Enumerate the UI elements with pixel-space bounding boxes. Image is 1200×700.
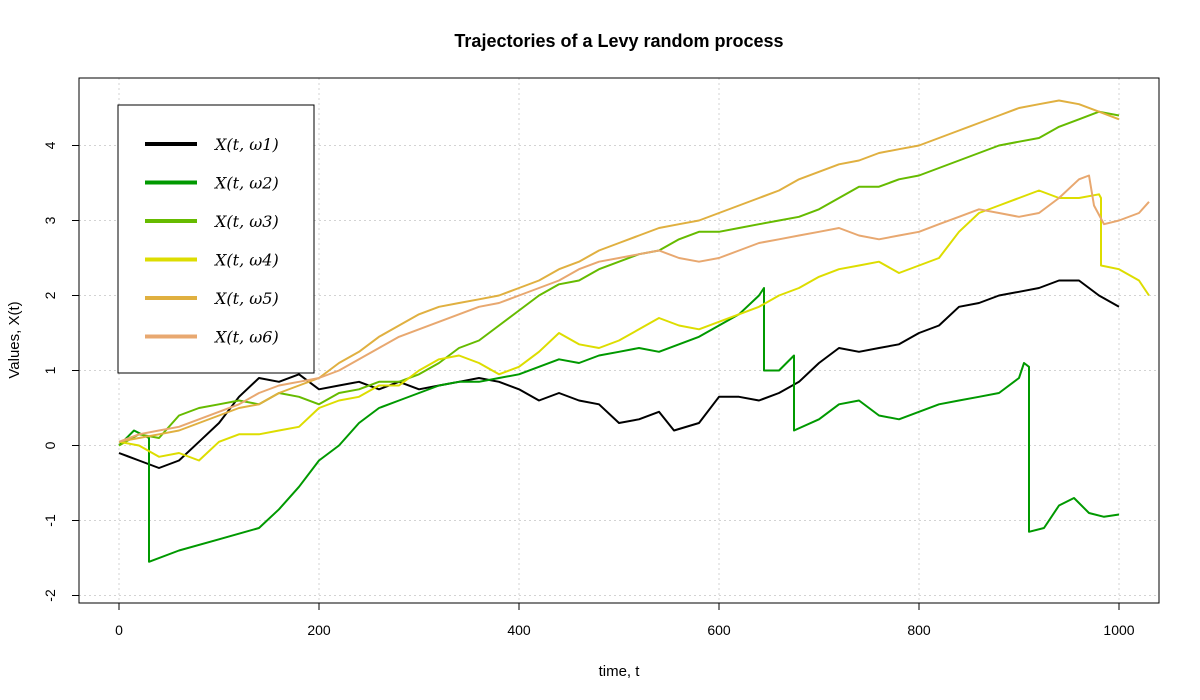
- series-line-6: [118, 174, 1150, 443]
- legend-label-4: X(t, ω4): [213, 251, 279, 270]
- axes: 0 200 400 600 800 1000 -2 -1 0 1 2 3 4: [42, 141, 1135, 638]
- x-tick-label: 200: [307, 622, 331, 638]
- x-tick-label: 0: [115, 622, 123, 638]
- legend-label-1: X(t, ω1): [213, 135, 279, 154]
- y-tick-label: 4: [42, 141, 58, 149]
- legend-label-5: X(t, ω5): [213, 289, 279, 308]
- y-axis-label: Values, X(t): [6, 301, 23, 378]
- legend-box: [117, 104, 315, 374]
- legend-label-2: X(t, ω2): [213, 174, 279, 193]
- legend: X(t, ω1) X(t, ω2) X(t, ω3) X(t, ω4) X(t, ω5)…: [117, 104, 315, 374]
- legend-label-3: X(t, ω3): [213, 212, 279, 231]
- y-tick-label: -2: [42, 589, 58, 602]
- series-line-3: [118, 110, 1120, 447]
- series-line-5: [118, 99, 1120, 443]
- x-tick-label: 400: [507, 622, 531, 638]
- series-line-2: [118, 287, 1120, 563]
- series-layer: [118, 99, 1150, 563]
- x-tick-label: 800: [907, 622, 931, 638]
- chart-title: Trajectories of a Levy random process: [454, 31, 783, 51]
- x-tick-label: 1000: [1103, 622, 1134, 638]
- y-tick-label: 1: [42, 366, 58, 374]
- y-tick-label: 3: [42, 216, 58, 224]
- legend-label-6: X(t, ω6): [213, 328, 279, 347]
- series-line-1: [118, 279, 1120, 469]
- x-axis-label: time, t: [599, 663, 641, 680]
- x-tick-label: 600: [707, 622, 731, 638]
- series-line-4: [118, 189, 1150, 462]
- y-tick-label: 2: [42, 291, 58, 299]
- y-tick-label: -1: [42, 514, 58, 527]
- y-tick-label: 0: [42, 441, 58, 449]
